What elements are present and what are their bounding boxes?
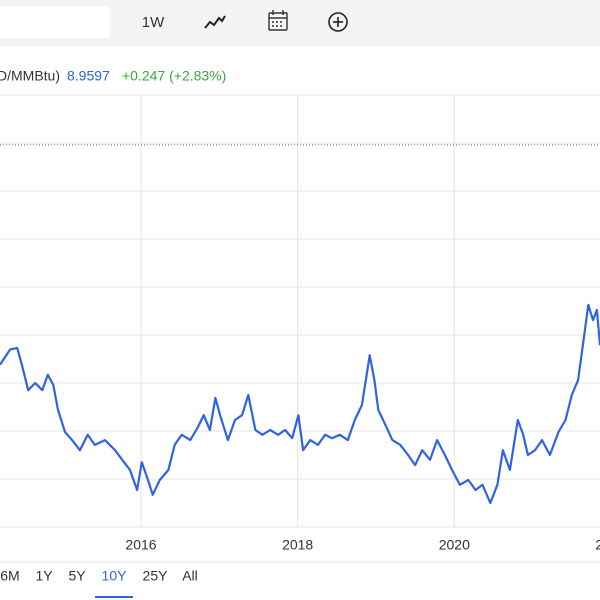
range-button[interactable]: 25Y [143,568,169,584]
x-tick-label: 2016 [125,537,156,553]
chart-type-icon[interactable] [204,15,226,29]
range-button[interactable]: All [182,568,198,584]
x-tick-label: 2018 [282,537,313,553]
interval-button[interactable]: 1W [142,14,165,31]
x-tick-label: 2022 [595,537,600,553]
search-box[interactable] [0,6,110,38]
legend-unit: D/MMBtu) [0,68,60,84]
legend-change: +0.247 (+2.83%) [122,68,226,84]
add-icon[interactable] [328,12,348,32]
legend-price: 8.9597 [67,68,110,84]
range-button[interactable]: 1Y [35,568,53,584]
range-button[interactable]: 10Y [102,568,128,584]
calendar-icon[interactable] [268,10,288,31]
range-button[interactable]: 6M [0,568,19,584]
range-button[interactable]: 5Y [68,568,86,584]
price-line [0,303,600,505]
x-tick-label: 2020 [439,537,470,553]
selected-underline [95,596,133,598]
